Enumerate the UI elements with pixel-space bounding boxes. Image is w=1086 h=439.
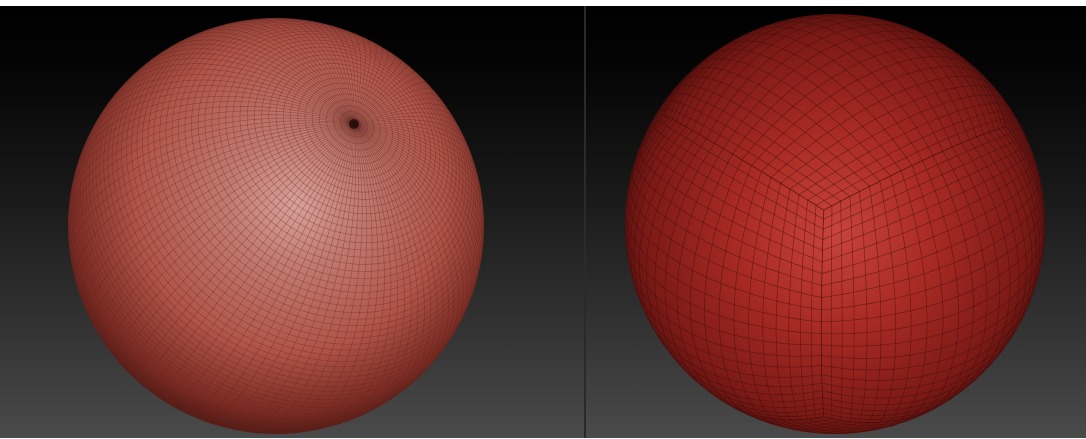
left-pole bbox=[349, 119, 359, 129]
left-wireframe bbox=[68, 18, 484, 434]
left-viewport bbox=[0, 6, 584, 438]
right-wireframe bbox=[625, 14, 1045, 434]
left-sphere bbox=[68, 18, 484, 434]
left-sphere-render bbox=[68, 18, 484, 434]
viewport-divider bbox=[584, 6, 586, 438]
right-viewport bbox=[586, 6, 1086, 438]
right-sphere-render bbox=[625, 14, 1045, 434]
